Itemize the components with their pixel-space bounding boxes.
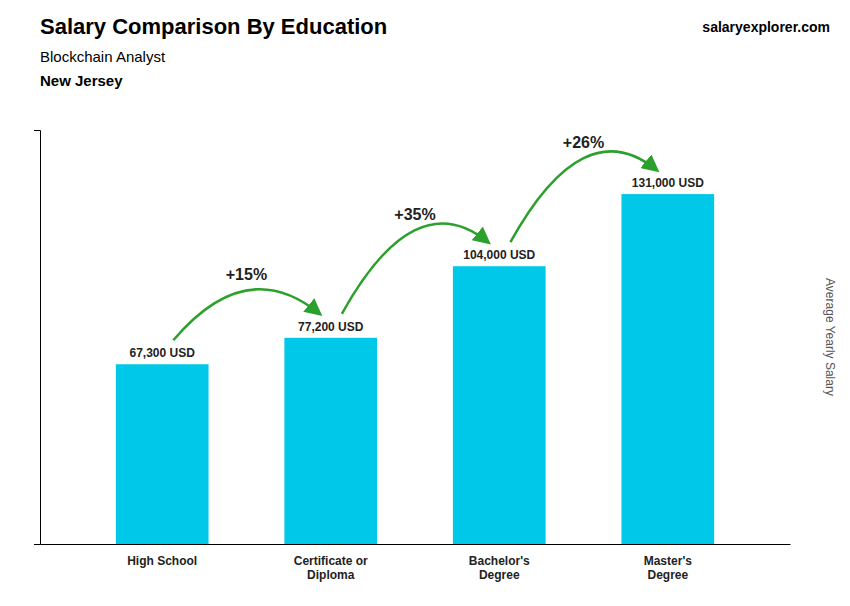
- bar: [284, 338, 377, 544]
- bar: [621, 194, 714, 544]
- x-tick-label: High School: [127, 554, 197, 568]
- data-label: 131,000 USD: [632, 176, 704, 190]
- data-label: 67,300 USD: [130, 346, 196, 360]
- subtitle: Blockchain Analyst: [40, 48, 166, 65]
- data-label: 77,200 USD: [298, 320, 364, 334]
- change-arrow: [342, 223, 488, 313]
- y-axis-title: Average Yearly Salary: [823, 278, 837, 396]
- change-label: +35%: [394, 206, 435, 223]
- plot: High School Certificate orDiploma Bachelor…: [34, 131, 791, 582]
- data-label: 104,000 USD: [463, 248, 535, 262]
- location: New Jersey: [40, 72, 123, 89]
- data-labels: 67,300 USD 77,200 USD 104,000 USD 131,000 U…: [130, 176, 705, 360]
- x-tick: High School: [127, 544, 197, 568]
- title: Salary Comparison By Education: [40, 14, 387, 39]
- change-annotations: +15% +35% +26%: [173, 134, 656, 340]
- bars: [116, 194, 714, 544]
- y-axis-line: [34, 131, 41, 545]
- chart: Salary Comparison By Education Blockchain…: [0, 0, 850, 606]
- x-axis-line: [41, 544, 791, 545]
- change-label: +26%: [563, 134, 604, 151]
- bar: [453, 266, 546, 544]
- x-tick-label: Master'sDegree: [644, 554, 693, 582]
- change-arrow: [510, 151, 656, 242]
- x-tick: Master'sDegree: [644, 544, 693, 582]
- y-axis: [34, 131, 41, 545]
- change-label: +15%: [226, 266, 267, 283]
- x-tick: Certificate orDiploma: [294, 544, 368, 582]
- x-tick: Bachelor'sDegree: [469, 544, 530, 582]
- bar: [116, 364, 209, 544]
- x-axis: High School Certificate orDiploma Bachelor…: [41, 544, 791, 582]
- source: salaryexplorer.com: [702, 19, 830, 35]
- x-tick-label: Certificate orDiploma: [294, 554, 368, 582]
- x-tick-label: Bachelor'sDegree: [469, 554, 530, 582]
- change-arrow: [173, 289, 319, 340]
